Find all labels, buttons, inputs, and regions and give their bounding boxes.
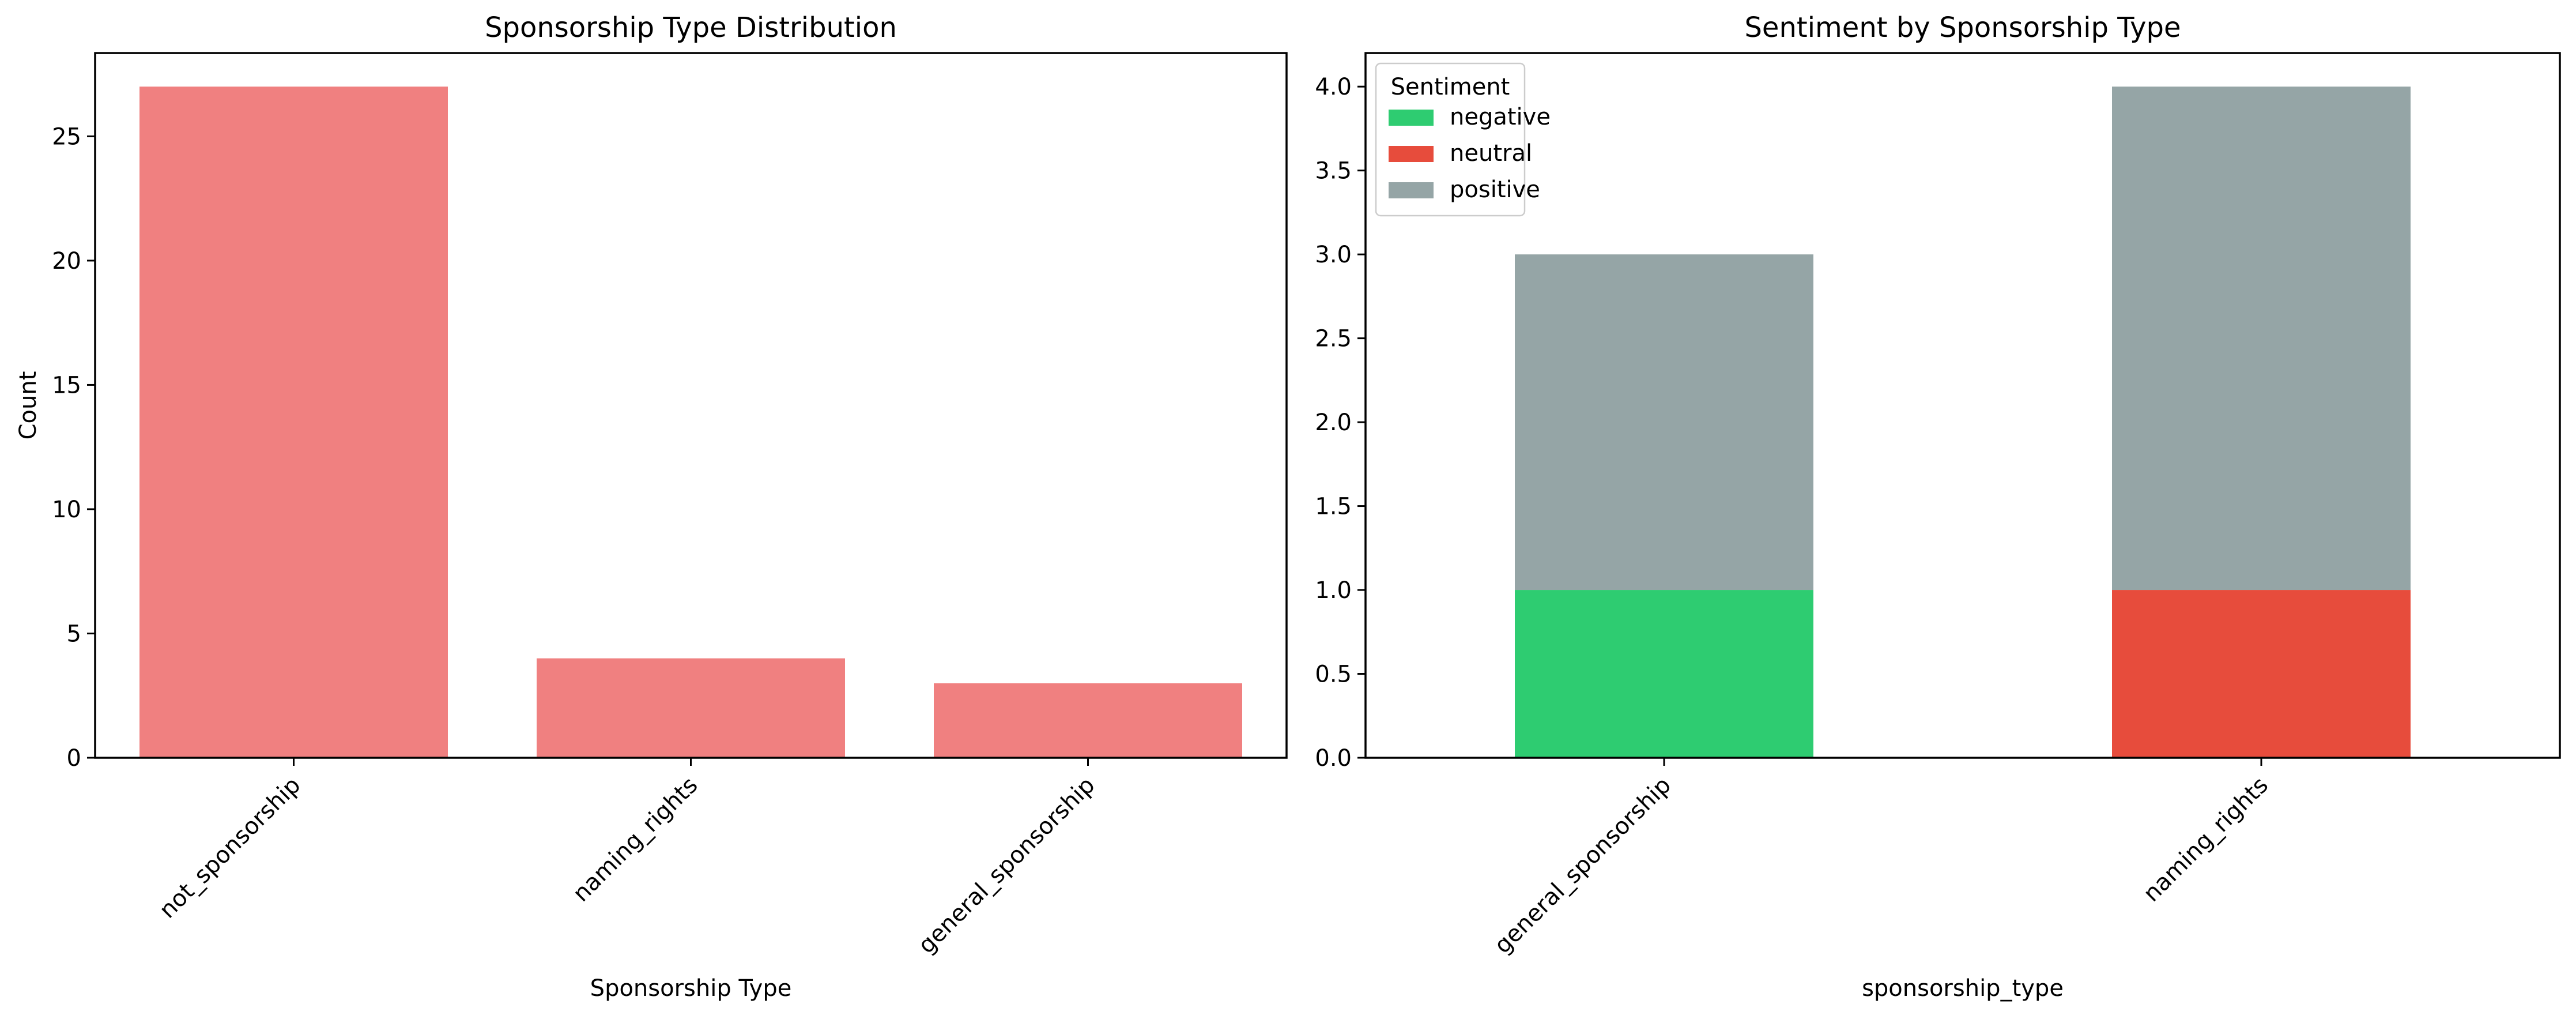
chart-title: Sponsorship Type Distribution: [485, 12, 897, 44]
legend: Sentiment negative neutral positive: [1375, 62, 1551, 217]
y-tick-label: 0.5: [1315, 661, 1352, 688]
legend-items: negative neutral positive: [1389, 104, 1551, 203]
y-tick-label: 3.0: [1315, 242, 1352, 268]
plot-frame: [1364, 52, 2561, 759]
bar-positive-naming_rights: [2112, 87, 2411, 591]
bar-negative-general_sponsorship: [1515, 590, 1813, 758]
bar-neutral-naming_rights: [2112, 590, 2411, 758]
y-tick-label: 1.0: [1315, 577, 1352, 604]
legend-swatch-positive: [1389, 182, 1434, 198]
y-tick-label: 3.5: [1315, 158, 1352, 185]
legend-label-positive: positive: [1450, 176, 1540, 203]
bar-general_sponsorship: [934, 683, 1242, 758]
chart-title: Sentiment by Sponsorship Type: [1744, 12, 2181, 44]
legend-swatch-neutral: [1389, 146, 1434, 162]
legend-label-negative: negative: [1450, 104, 1551, 130]
y-axis-label: Count: [15, 371, 42, 440]
legend-box: [1375, 62, 1526, 217]
y-tick-label: 1.5: [1315, 494, 1352, 520]
bar-positive-general_sponsorship: [1515, 254, 1813, 591]
stacked-bar-marks: [1515, 87, 2411, 758]
y-tick-label: 2.0: [1315, 409, 1352, 436]
x-axis-label: sponsorship_type: [1862, 975, 2064, 1002]
legend-swatch-negative: [1389, 110, 1434, 126]
plot-frame: [94, 52, 1288, 759]
y-tick-label: 20: [52, 248, 81, 275]
y-tick-label: 2.5: [1315, 326, 1352, 352]
y-tick-label: 15: [52, 372, 81, 398]
legend-title: Sentiment: [1391, 74, 1510, 100]
bar-not_sponsorship: [139, 87, 448, 758]
y-tick-label: 5: [67, 621, 81, 647]
y-tick-label: 0.0: [1315, 745, 1352, 772]
y-tick-label: 0: [67, 745, 81, 772]
legend-label-neutral: neutral: [1450, 140, 1532, 167]
y-tick-label: 25: [52, 123, 81, 150]
bar-naming_rights: [537, 658, 845, 758]
y-tick-label: 10: [52, 497, 81, 523]
bar-marks: [139, 87, 1242, 758]
y-tick-label: 4.0: [1315, 74, 1352, 100]
x-axis-label: Sponsorship Type: [590, 975, 792, 1002]
sentiment-by-type-panel: 0.00.51.01.52.02.53.03.54.0general_spons…: [1315, 12, 2561, 1002]
